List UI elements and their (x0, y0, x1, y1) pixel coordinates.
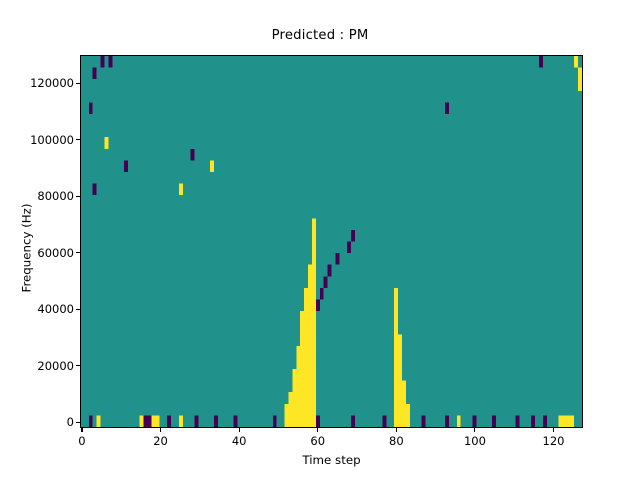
x-tick-mark (317, 428, 319, 432)
y-tick-label: 40000 (37, 302, 74, 317)
x-tick-mark (238, 428, 240, 432)
y-tick-mark (76, 365, 80, 367)
page-title: Predicted : PM (271, 28, 369, 43)
y-tick-label: 120000 (30, 76, 74, 91)
x-tick-label: 120 (542, 434, 565, 448)
x-tick-label: 60 (310, 434, 326, 448)
x-tick-mark (81, 428, 83, 432)
y-tick-mark (76, 139, 80, 141)
x-tick-label: 100 (463, 434, 486, 448)
y-tick-mark (76, 308, 80, 310)
y-tick-mark (76, 252, 80, 254)
y-tick-label: 100000 (30, 132, 74, 147)
x-tick-mark (552, 428, 555, 432)
x-tick-label: 0 (78, 434, 86, 448)
heatmap-axes (80, 55, 583, 428)
y-tick-label: 80000 (37, 189, 74, 204)
x-tick-mark (160, 428, 162, 432)
heatmap-image (81, 56, 582, 427)
y-tick-mark (76, 82, 80, 84)
x-tick-label: 40 (231, 434, 247, 448)
x-tick-mark (395, 428, 397, 432)
x-axis-label: Time step (302, 453, 361, 467)
x-tick-label: 20 (153, 434, 168, 448)
y-tick-label: 60000 (37, 245, 74, 260)
x-tick-label: 80 (389, 434, 404, 448)
x-tick-mark (474, 428, 476, 432)
y-tick-label: 0 (66, 415, 74, 430)
y-tick-mark (76, 421, 80, 423)
y-tick-mark (76, 195, 80, 197)
y-axis-label: Frequency (Hz) (19, 203, 34, 293)
y-tick-label: 20000 (37, 358, 74, 373)
